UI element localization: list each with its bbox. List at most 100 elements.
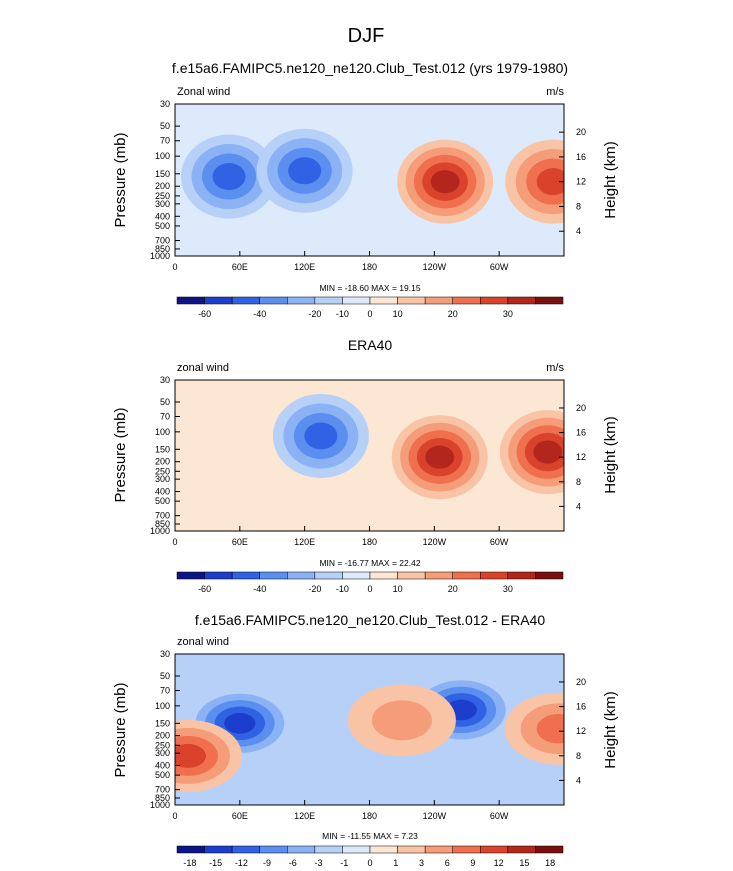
colorbar-label: -9 bbox=[263, 858, 271, 868]
panel-1-ylabel-right: Height (km) bbox=[602, 141, 619, 219]
lon-tick-label: 60E bbox=[232, 537, 248, 547]
panel-3-ylabel: Pressure (mb) bbox=[112, 682, 129, 777]
panel-3-stats: MIN = -11.55 MAX = 7.23 bbox=[322, 831, 418, 841]
panel-3-ylabel-right: Height (km) bbox=[602, 691, 619, 769]
pressure-tick-label: 50 bbox=[160, 121, 170, 131]
pressure-tick-label: 700 bbox=[155, 236, 170, 246]
pressure-tick-label: 300 bbox=[155, 474, 170, 484]
panel-2-height-ticks: 20 16 12 8 4 bbox=[559, 403, 586, 511]
panel-2-stats: MIN = -16.77 MAX = 22.42 bbox=[319, 558, 420, 568]
colorbar-label: 9 bbox=[470, 858, 475, 868]
colorbar-label: -6 bbox=[289, 858, 297, 868]
colorbar-label: 1 bbox=[393, 858, 398, 868]
lon-tick-label: 60E bbox=[232, 262, 248, 272]
pressure-tick-label: 70 bbox=[160, 685, 170, 695]
negative-contour-band bbox=[288, 157, 322, 185]
colorbar-label: -18 bbox=[183, 858, 196, 868]
pressure-tick-label: 1000 bbox=[150, 251, 170, 261]
pressure-tick-label: 30 bbox=[160, 649, 170, 659]
positive-contour-band bbox=[371, 700, 432, 741]
colorbar-label: -10 bbox=[336, 584, 349, 594]
pressure-tick-label: 850 bbox=[155, 793, 170, 803]
colorbar-swatch bbox=[342, 845, 371, 854]
height-tick-label: 4 bbox=[576, 775, 581, 785]
height-tick-label: 12 bbox=[576, 177, 586, 187]
field-background bbox=[175, 380, 564, 531]
panel-3-lon-ticks: 0 60E 120E 180 120W 60W bbox=[172, 800, 509, 821]
lon-tick-label: 60W bbox=[490, 262, 509, 272]
colorbar-label: 10 bbox=[393, 309, 403, 319]
pressure-tick-label: 30 bbox=[160, 99, 170, 109]
pressure-tick-label: 400 bbox=[155, 211, 170, 221]
colorbar-label: -40 bbox=[253, 309, 266, 319]
colorbar-swatch bbox=[287, 296, 316, 305]
pressure-tick-label: 700 bbox=[155, 785, 170, 795]
colorbar-swatch bbox=[507, 296, 536, 305]
colorbar-label: -40 bbox=[253, 584, 266, 594]
height-tick-label: 20 bbox=[576, 403, 586, 413]
positive-contour-band bbox=[536, 714, 564, 744]
panel-1-right-label: m/s bbox=[546, 86, 564, 98]
pressure-tick-label: 250 bbox=[155, 740, 170, 750]
pressure-tick-label: 200 bbox=[155, 457, 170, 467]
pressure-tick-label: 70 bbox=[160, 136, 170, 146]
lon-tick-label: 0 bbox=[172, 811, 177, 821]
pressure-tick-label: 1000 bbox=[150, 800, 170, 810]
colorbar-swatch bbox=[507, 571, 536, 580]
colorbar-swatch bbox=[342, 296, 371, 305]
colorbar-swatch bbox=[452, 571, 481, 580]
colorbar-swatch bbox=[176, 845, 205, 854]
colorbar-label: -60 bbox=[198, 309, 211, 319]
panel-1-stats: MIN = -18.60 MAX = 19.15 bbox=[319, 283, 420, 293]
colorbar-swatch bbox=[397, 845, 426, 854]
pressure-tick-label: 200 bbox=[155, 181, 170, 191]
pressure-tick-label: 150 bbox=[155, 718, 170, 728]
lon-tick-label: 60W bbox=[490, 537, 509, 547]
lon-tick-label: 120W bbox=[423, 811, 447, 821]
colorbar-swatch bbox=[259, 296, 288, 305]
pressure-tick-label: 700 bbox=[155, 511, 170, 521]
colorbar-swatch bbox=[369, 571, 398, 580]
colorbar-swatch bbox=[314, 571, 343, 580]
colorbar-swatch bbox=[314, 296, 343, 305]
colorbar-swatch bbox=[204, 296, 233, 305]
panel-3-title: f.e15a6.FAMIPC5.ne120_ne120.Club_Test.01… bbox=[195, 612, 545, 628]
panel-2-left-label: zonal wind bbox=[177, 362, 229, 374]
colorbar-swatch bbox=[287, 571, 316, 580]
lon-tick-label: 180 bbox=[362, 811, 377, 821]
panel-2-colorbar: -60 -40 -20 -10 0 10 20 30 bbox=[176, 571, 564, 594]
negative-contour-band bbox=[304, 422, 338, 450]
panel-3-field bbox=[175, 654, 564, 805]
colorbar-label: 15 bbox=[519, 858, 529, 868]
colorbar-swatch bbox=[342, 571, 371, 580]
lon-tick-label: 180 bbox=[362, 537, 377, 547]
panel-2-ylabel: Pressure (mb) bbox=[112, 407, 129, 502]
colorbar-swatch bbox=[535, 296, 564, 305]
colorbar-swatch bbox=[176, 571, 205, 580]
height-tick-label: 16 bbox=[576, 428, 586, 438]
colorbar-label: 18 bbox=[545, 858, 555, 868]
positive-contour-band bbox=[175, 743, 206, 768]
pressure-tick-label: 300 bbox=[155, 748, 170, 758]
height-tick-label: 16 bbox=[576, 702, 586, 712]
pressure-tick-label: 250 bbox=[155, 191, 170, 201]
colorbar-label: -1 bbox=[340, 858, 348, 868]
panel-1-colorbar: -60 -40 -20 -10 0 10 20 30 bbox=[176, 296, 564, 319]
height-tick-label: 4 bbox=[576, 501, 581, 511]
lon-tick-label: 120E bbox=[294, 537, 315, 547]
colorbar-label: 3 bbox=[419, 858, 424, 868]
colorbar-swatch bbox=[231, 296, 260, 305]
pressure-tick-label: 1000 bbox=[150, 526, 170, 536]
colorbar-label: 20 bbox=[448, 584, 458, 594]
pressure-tick-label: 150 bbox=[155, 444, 170, 454]
colorbar-swatch bbox=[452, 296, 481, 305]
colorbar-label: 6 bbox=[445, 858, 450, 868]
height-tick-label: 16 bbox=[576, 152, 586, 162]
colorbar-swatch bbox=[314, 845, 343, 854]
lon-tick-label: 0 bbox=[172, 537, 177, 547]
pressure-tick-label: 500 bbox=[155, 496, 170, 506]
pressure-tick-label: 70 bbox=[160, 411, 170, 421]
height-tick-label: 8 bbox=[576, 751, 581, 761]
